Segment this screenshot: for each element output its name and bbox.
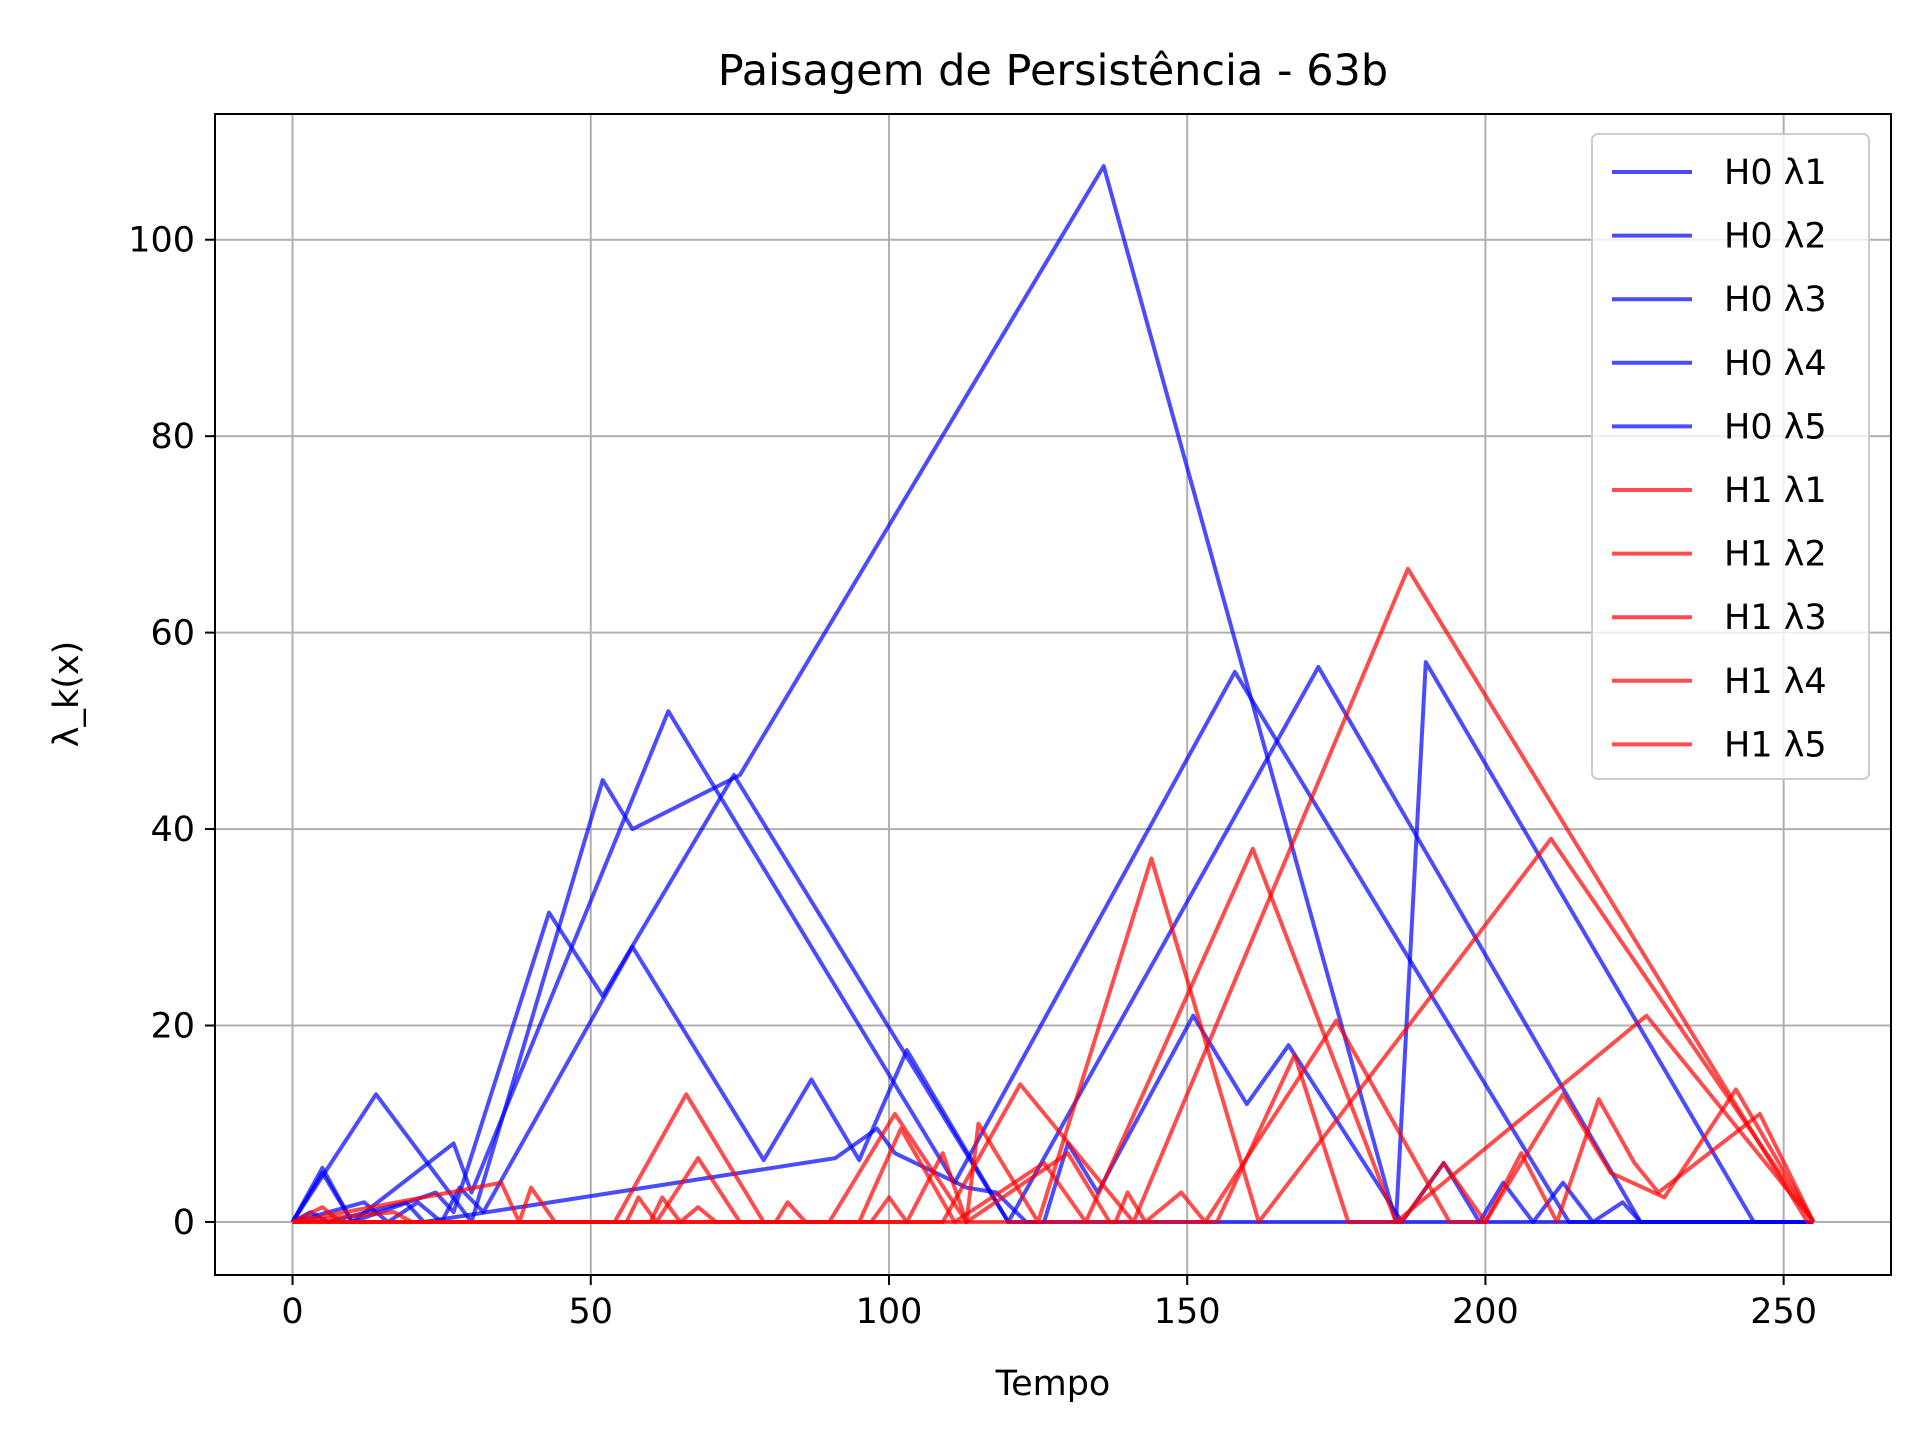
legend-label: H0 λ2 (1724, 217, 1827, 257)
legend-label: H0 λ5 (1724, 407, 1827, 447)
y-tick-label: 80 (150, 417, 195, 457)
x-tick-label: 0 (281, 1292, 303, 1332)
legend-label: H1 λ5 (1724, 725, 1827, 765)
legend-label: H0 λ1 (1724, 153, 1827, 193)
legend: H0 λ1 H0 λ2 H0 λ3 H0 λ4 H0 λ5 H1 λ1 H1 λ2 H1 λ3… (1591, 133, 1870, 780)
legend-label: H1 λ1 (1724, 471, 1827, 511)
y-tick-label: 60 (150, 614, 195, 654)
x-tick-label: 150 (1154, 1292, 1221, 1332)
x-tick-label: 200 (1452, 1292, 1519, 1332)
x-tick-label: 250 (1750, 1292, 1817, 1332)
legend-label: H1 λ4 (1724, 662, 1827, 702)
legend-label: H1 λ2 (1724, 535, 1827, 575)
x-tick-label: 50 (568, 1292, 613, 1332)
series-line-h1-59 (292, 1018, 1816, 1224)
series-line-h0-32 (290, 665, 1814, 1224)
legend-label: H0 λ4 (1724, 344, 1827, 384)
legend-label: H1 λ3 (1724, 598, 1827, 638)
y-tick-label: 40 (150, 810, 195, 850)
axis-ticks: 0 50 100 150 200 250 0 20 40 60 80 100 (128, 221, 1817, 1332)
legend-entries: H0 λ1 H0 λ2 H0 λ3 H0 λ4 H0 λ5 H1 λ1 H1 λ2 H1 λ3… (1612, 153, 1827, 765)
series-line-h0-10 (290, 164, 1814, 1224)
x-axis-label: Tempo (995, 1364, 1111, 1404)
legend-label: H0 λ3 (1724, 280, 1827, 320)
chart-title: Paisagem de Persistência - 63b (718, 46, 1388, 96)
y-tick-label: 100 (128, 221, 195, 261)
series-lines (290, 164, 1816, 1224)
plot-frame (214, 113, 1892, 1276)
y-tick-label: 0 (173, 1203, 195, 1243)
y-axis-label: λ_k(x) (47, 641, 87, 748)
x-tick-label: 100 (856, 1292, 923, 1332)
y-tick-label: 20 (150, 1007, 195, 1047)
series-line-h1-26 (292, 836, 1816, 1224)
